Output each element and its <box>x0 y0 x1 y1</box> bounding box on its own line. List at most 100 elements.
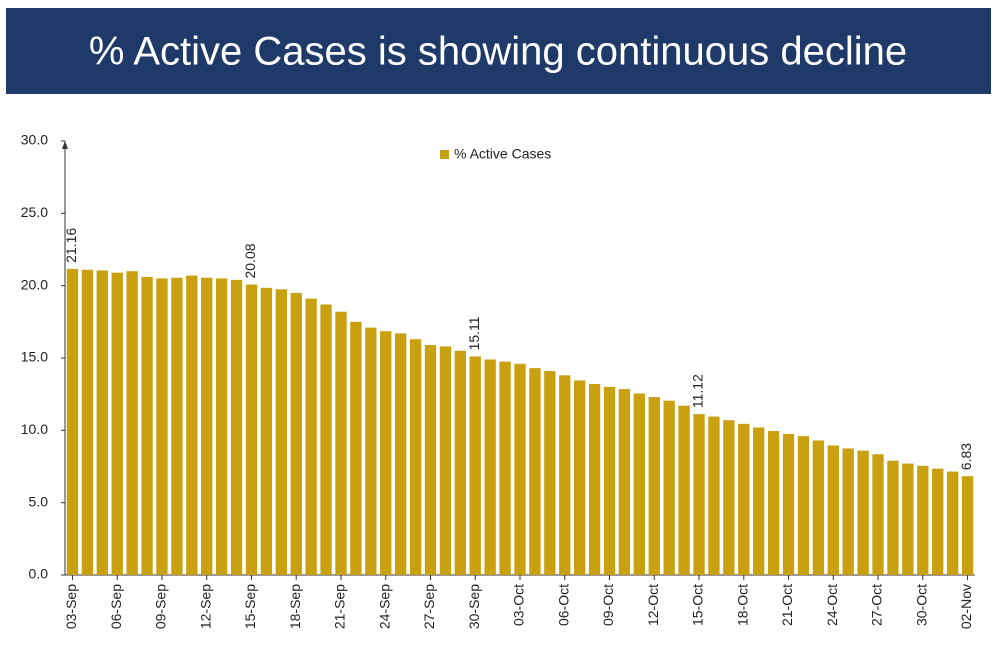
x-tick-label: 09-Sep <box>153 584 169 629</box>
x-tick-label: 30-Oct <box>913 584 929 626</box>
x-tick-label: 18-Sep <box>287 584 303 629</box>
bar <box>827 445 839 575</box>
bar <box>126 271 138 575</box>
data-label: 11.12 <box>690 374 706 408</box>
bar <box>424 344 437 575</box>
bar <box>753 427 765 575</box>
x-tick-label: 15-Oct <box>690 584 706 626</box>
x-tick-label: 21-Oct <box>779 584 795 626</box>
x-tick-label: 12-Sep <box>197 584 213 629</box>
bar <box>618 389 631 575</box>
bar <box>603 386 616 575</box>
bar <box>544 371 556 575</box>
y-tick-label: 30.0 <box>21 132 48 148</box>
data-label: 6.83 <box>958 443 974 470</box>
bar <box>932 468 944 575</box>
bar <box>559 375 571 575</box>
x-tick-label: 03-Oct <box>511 584 527 626</box>
x-tick-label: 06-Oct <box>555 584 571 626</box>
bar <box>215 278 228 575</box>
bar <box>484 359 496 575</box>
bar <box>409 339 422 575</box>
bar <box>201 277 213 575</box>
bar <box>439 346 452 575</box>
x-tick-label: 06-Sep <box>108 584 124 629</box>
x-tick-label: 02-Nov <box>958 584 974 629</box>
bar <box>708 416 720 575</box>
bar <box>365 327 377 575</box>
bar <box>394 333 407 575</box>
y-tick-label: 25.0 <box>21 204 48 220</box>
x-tick-label: 30-Sep <box>466 584 482 629</box>
bar <box>574 380 586 575</box>
bar <box>230 279 243 575</box>
bar <box>320 304 332 575</box>
x-tick-label: 09-Oct <box>600 584 616 626</box>
bar <box>812 440 825 575</box>
bar <box>588 384 601 575</box>
data-label: 21.16 <box>63 228 79 263</box>
bar <box>245 284 258 575</box>
bar <box>380 331 392 575</box>
bar <box>260 287 273 575</box>
bar <box>887 460 899 575</box>
x-tick-label: 24-Oct <box>824 584 840 626</box>
bar <box>693 414 705 575</box>
bar <box>499 361 511 575</box>
bar <box>335 311 347 575</box>
x-tick-label: 18-Oct <box>734 584 750 626</box>
bar <box>290 292 302 575</box>
bar <box>111 272 123 575</box>
x-tick-label: 15-Sep <box>242 584 258 629</box>
bar <box>961 476 974 575</box>
bar <box>633 393 646 575</box>
bar <box>469 356 481 575</box>
legend-label: % Active Cases <box>454 146 551 162</box>
bar <box>857 450 869 575</box>
x-tick-label: 24-Sep <box>376 584 392 629</box>
bar <box>186 275 198 575</box>
y-tick-label: 0.0 <box>29 566 49 582</box>
title-banner <box>6 8 991 94</box>
y-tick-label: 20.0 <box>21 276 48 292</box>
bar <box>872 454 884 575</box>
bar <box>678 405 690 575</box>
bar <box>946 471 959 575</box>
x-tick-label: 03-Sep <box>63 584 79 629</box>
y-tick-label: 15.0 <box>21 349 48 365</box>
bar <box>81 269 94 575</box>
bar <box>529 368 541 575</box>
bar <box>171 277 183 575</box>
bar <box>782 433 795 575</box>
data-label: 20.08 <box>242 243 258 278</box>
bar <box>275 289 287 575</box>
x-tick-label: 12-Oct <box>645 584 661 626</box>
bar <box>723 420 735 575</box>
legend-swatch <box>440 150 449 159</box>
bar <box>738 423 750 575</box>
bar <box>842 448 854 575</box>
bar <box>648 397 660 575</box>
y-tick-label: 10.0 <box>21 421 48 437</box>
y-axis-arrow <box>62 141 68 149</box>
bar <box>305 298 317 575</box>
bar <box>156 278 168 575</box>
x-tick-label: 27-Sep <box>421 584 437 629</box>
chart-title: % Active Cases is showing continuous dec… <box>89 30 907 74</box>
bar <box>141 276 153 575</box>
bar <box>350 321 362 575</box>
x-tick-label: 27-Oct <box>869 584 885 626</box>
bar <box>917 465 929 575</box>
bar <box>514 363 526 575</box>
bar <box>902 463 914 575</box>
bar <box>663 400 675 575</box>
data-label: 15.11 <box>466 316 482 350</box>
y-tick-label: 5.0 <box>29 493 49 509</box>
bar <box>66 268 79 575</box>
bar <box>96 270 108 575</box>
x-tick-label: 21-Sep <box>332 584 348 629</box>
bar <box>797 436 810 575</box>
bar <box>454 350 466 575</box>
bar <box>767 431 780 575</box>
